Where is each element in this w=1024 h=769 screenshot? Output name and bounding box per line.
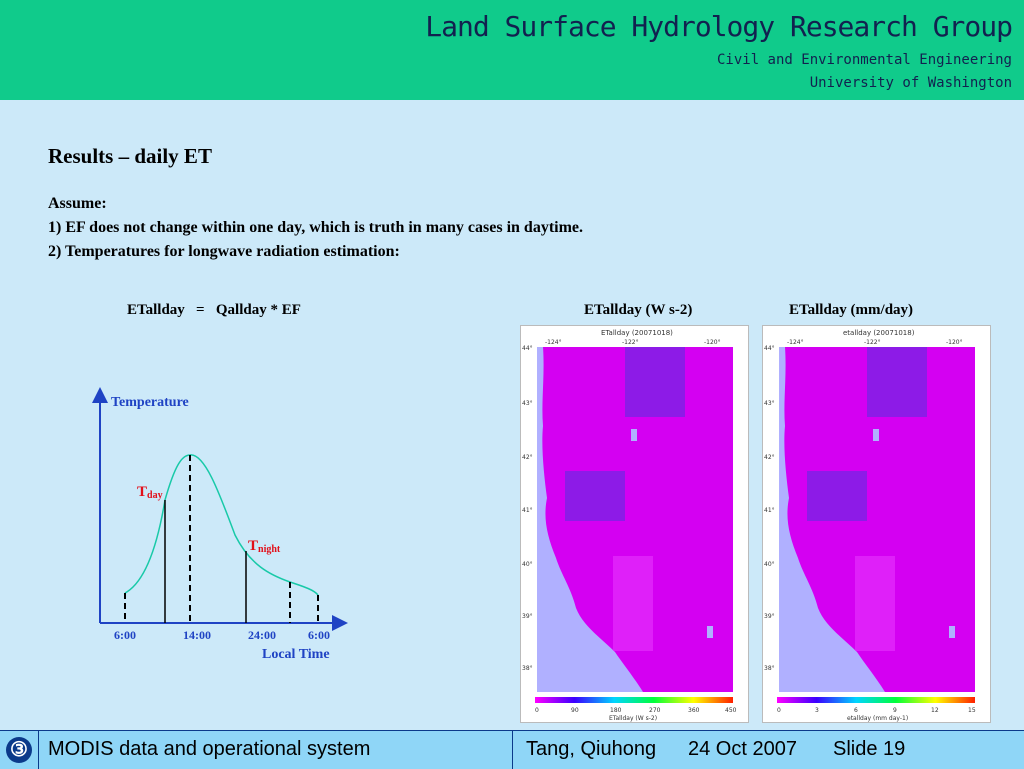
forest-patch (625, 347, 685, 417)
lat-tick: 40° (764, 561, 775, 568)
lon-tick: -124° (545, 339, 562, 346)
lat-tick: 41° (764, 507, 775, 514)
t-night-label: Tnight (248, 538, 281, 555)
lake (631, 429, 637, 441)
footer-date: 24 Oct 2007 (688, 738, 797, 760)
colorbar-tick: 90 (571, 707, 579, 714)
map-figure: etallday (20071018) -124° -122° -120° 44… (764, 329, 976, 722)
colorbar-tick: 0 (777, 707, 781, 714)
lake (873, 429, 879, 441)
t-night-subscript: night (258, 544, 281, 555)
colorbar-tick: 9 (893, 707, 897, 714)
t-day-label: Tday (137, 484, 163, 501)
footer-slide-number: Slide 19 (833, 738, 906, 760)
temperature-diagram: Temperature Local Time 6:00 14:00 24:00 … (92, 387, 348, 662)
lat-tick: 43° (764, 400, 775, 407)
et-formula: ETallday = Qallday * EF (127, 302, 301, 318)
lake (707, 626, 713, 638)
lat-tick: 38° (522, 665, 533, 672)
map-plot-title: etallday (20071018) (843, 329, 915, 337)
department-line: Civil and Environmental Engineering (716, 52, 1012, 68)
lat-tick: 39° (522, 613, 533, 620)
land-area (542, 347, 733, 692)
et-map-wm2: ETallday (20071018) -124° -122° -120° 44… (520, 325, 749, 723)
forest-patch (565, 471, 625, 521)
slide-badge: ③ (6, 737, 32, 763)
x-axis-label: Local Time (262, 647, 330, 662)
lat-tick: 44° (764, 345, 775, 352)
lon-tick: -122° (864, 339, 881, 346)
colorbar-tick: 270 (649, 707, 661, 714)
assumptions-block: Assume: 1) EF does not change within one… (48, 192, 583, 264)
x-tick-label: 24:00 (248, 628, 276, 642)
colorbar (535, 697, 733, 703)
river-valley (613, 556, 653, 651)
forest-patch (807, 471, 867, 521)
river-valley (855, 556, 895, 651)
lat-tick: 43° (522, 400, 533, 407)
colorbar-tick: 0 (535, 707, 539, 714)
assumption-2: 2) Temperatures for longwave radiation e… (48, 243, 400, 260)
t-night-symbol: T (248, 538, 258, 554)
temperature-curve (124, 454, 319, 596)
footer-bar: ③ MODIS data and operational system Tang… (0, 730, 1024, 769)
university-line: University of Washington (809, 75, 1012, 91)
lat-tick: 39° (764, 613, 775, 620)
y-axis-label: Temperature (111, 395, 189, 410)
colorbar-label: etallday (mm day-1) (847, 715, 908, 722)
colorbar-tick: 12 (931, 707, 939, 714)
colorbar (777, 697, 975, 703)
footer-author: Tang, Qiuhong (526, 738, 657, 760)
colorbar-tick: 6 (854, 707, 858, 714)
slide-title: Results – daily ET (48, 144, 212, 168)
colorbar-tick: 180 (610, 707, 622, 714)
colorbar-tick: 450 (725, 707, 737, 714)
lat-tick: 38° (764, 665, 775, 672)
colorbar-tick: 360 (688, 707, 700, 714)
colorbar-label: ETallday (W s-2) (609, 715, 657, 722)
x-tick-label: 6:00 (114, 628, 136, 642)
header-band: Land Surface Hydrology Research Group Ci… (0, 0, 1024, 100)
map-caption-wm2: ETallday (W s-2) (584, 302, 693, 318)
lat-tick: 42° (764, 454, 775, 461)
colorbar-tick: 15 (968, 707, 976, 714)
colorbar-tick: 3 (815, 707, 819, 714)
footer-topic: MODIS data and operational system (48, 738, 371, 760)
lat-tick: 40° (522, 561, 533, 568)
assumption-1: 1) EF does not change within one day, wh… (48, 219, 584, 236)
lon-tick: -122° (622, 339, 639, 346)
x-tick-label: 6:00 (308, 628, 330, 642)
t-day-subscript: day (147, 490, 163, 501)
assume-label: Assume: (48, 195, 107, 212)
t-day-symbol: T (137, 484, 147, 500)
footer-divider (512, 731, 513, 769)
map-plot-title: ETallday (20071018) (601, 329, 673, 337)
x-tick-label: 14:00 (183, 628, 211, 642)
lon-tick: -124° (787, 339, 804, 346)
group-title: Land Surface Hydrology Research Group (425, 10, 1013, 43)
lat-tick: 41° (522, 507, 533, 514)
lat-tick: 42° (522, 454, 533, 461)
lon-tick: -120° (946, 339, 963, 346)
lon-tick: -120° (704, 339, 721, 346)
map-figure: ETallday (20071018) -124° -122° -120° 44… (522, 329, 737, 722)
lake (949, 626, 955, 638)
footer-divider (38, 731, 39, 769)
land-area (784, 347, 975, 692)
map-caption-mmday: ETallday (mm/day) (789, 302, 914, 318)
forest-patch (867, 347, 927, 417)
et-map-mmday: etallday (20071018) -124° -122° -120° 44… (762, 325, 991, 723)
lat-tick: 44° (522, 345, 533, 352)
